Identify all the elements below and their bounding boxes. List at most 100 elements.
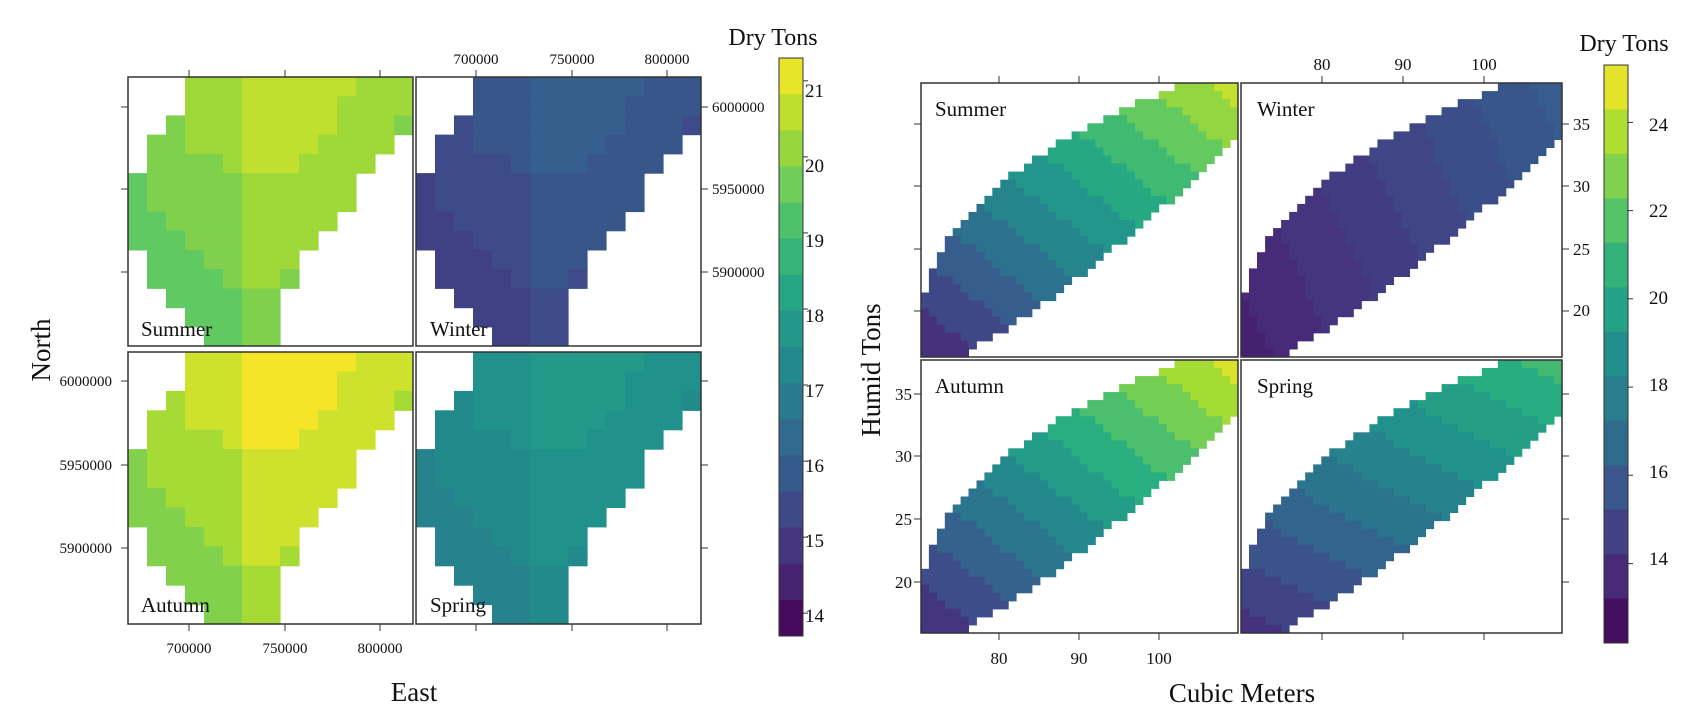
heatmap-cell (1546, 83, 1555, 92)
heatmap-cell (1281, 528, 1290, 538)
heatmap-cell (1111, 424, 1120, 433)
heatmap-cell (1457, 115, 1467, 124)
heatmap-cell (1119, 472, 1128, 481)
heatmap-cell (1313, 472, 1322, 481)
heatmap-cell (1329, 228, 1338, 237)
heatmap-cell (1166, 123, 1176, 132)
heatmap-cell (1385, 472, 1394, 481)
heatmap-cell (1103, 472, 1112, 481)
heatmap-cell (1198, 163, 1207, 173)
heatmap-cell (1198, 155, 1207, 165)
heatmap-cell (952, 292, 962, 302)
heatmap-cell (1305, 244, 1314, 253)
y-tick-left-35: 35 (895, 385, 912, 404)
heatmap-cell (1297, 512, 1306, 522)
heatmap-cell (1433, 392, 1443, 401)
heatmap-cell (242, 134, 262, 155)
heatmap-cell (1024, 528, 1033, 538)
heatmap-cell (1135, 472, 1144, 481)
heatmap-cell (1055, 448, 1065, 457)
heatmap-cell (960, 512, 969, 522)
heatmap-cell (1537, 147, 1547, 157)
heatmap-cell (1465, 163, 1475, 173)
heatmap-cell (1087, 220, 1096, 229)
heatmap-cell (530, 565, 550, 586)
heatmap-cell (1016, 203, 1025, 213)
heatmap-cell (1529, 416, 1539, 425)
heatmap-cell (1190, 408, 1199, 417)
heatmap-cell (261, 326, 281, 346)
heatmap-cell (1039, 464, 1049, 473)
heatmap-cell (1361, 244, 1370, 253)
heatmap-cell (1016, 520, 1025, 530)
heatmap-cell (1032, 504, 1041, 513)
heatmap-cell (1142, 139, 1152, 148)
heatmap-cell (1425, 480, 1435, 489)
heatmap-cell (1361, 544, 1370, 554)
heatmap-cell (1190, 440, 1199, 449)
heatmap-cell (549, 449, 569, 470)
heatmap-cell (375, 115, 395, 136)
heatmap-cell (1127, 440, 1136, 449)
heatmap-cell (1024, 195, 1033, 205)
heatmap-cell (1554, 384, 1562, 393)
panel-frame-spring (1240, 359, 1563, 634)
heatmap-cell (976, 228, 985, 237)
heatmap-cell (147, 507, 167, 528)
heatmap-cell (1182, 392, 1191, 401)
heatmap-cell (1433, 504, 1443, 513)
heatmap-cell (1329, 552, 1338, 562)
colorbar-tick-24: 24 (1649, 115, 1669, 136)
heatmap-cell (1393, 528, 1402, 538)
heatmap-cell (1150, 448, 1160, 457)
heatmap-cell (185, 565, 205, 586)
heatmap-cell (1008, 284, 1017, 294)
y-tick-left-6000000: 6000000 (60, 374, 113, 390)
heatmap-cell (1441, 171, 1451, 181)
heatmap-cell (1055, 560, 1065, 570)
heatmap-cell (166, 468, 186, 489)
heatmap-cell (1377, 512, 1386, 522)
heatmap-cell (1032, 260, 1041, 269)
heatmap-cell (1305, 600, 1314, 610)
heatmap-cell (1071, 504, 1080, 513)
heatmap-cell (1008, 496, 1017, 505)
heatmap-cell (1537, 107, 1547, 116)
heatmap-cell (1305, 276, 1314, 285)
heatmap-cell (1158, 155, 1168, 165)
heatmap-cell (1000, 220, 1009, 229)
panel-frame-spring (415, 351, 702, 625)
heatmap-cell (280, 546, 300, 567)
heatmap-cell (1206, 83, 1215, 92)
heatmap-cell (147, 269, 167, 289)
heatmap-cell (1111, 115, 1120, 124)
heatmap-cell (1377, 544, 1386, 554)
heatmap-cell (261, 134, 281, 155)
heatmap-cell (1281, 608, 1290, 618)
heatmap-cell (1000, 464, 1009, 473)
heatmap-cell (960, 608, 969, 618)
heatmap-cell (921, 616, 930, 626)
heatmap-cell (1087, 131, 1096, 140)
heatmap-cell (473, 390, 493, 411)
heatmap-cell (1071, 496, 1080, 505)
heatmap-cell (1008, 528, 1017, 538)
heatmap-cell (1425, 236, 1435, 245)
heatmap-cell (1198, 416, 1207, 425)
heatmap-cell (1554, 99, 1562, 108)
heatmap-cell (1377, 228, 1386, 237)
heatmap-cell (587, 449, 607, 470)
heatmap-cell (1425, 147, 1435, 157)
heatmap-cell (1174, 384, 1183, 393)
heatmap-cell (1489, 416, 1499, 425)
heatmap-cell (1505, 147, 1515, 157)
heatmap-cell (1071, 464, 1080, 473)
heatmap-cell (1047, 203, 1057, 213)
heatmap-cell (1206, 360, 1215, 369)
heatmap-cell (1249, 348, 1258, 357)
heatmap-cell (1150, 392, 1160, 401)
x-tick-top-700000: 700000 (454, 52, 499, 68)
heatmap-cell (968, 340, 977, 350)
heatmap-cell (984, 608, 993, 618)
